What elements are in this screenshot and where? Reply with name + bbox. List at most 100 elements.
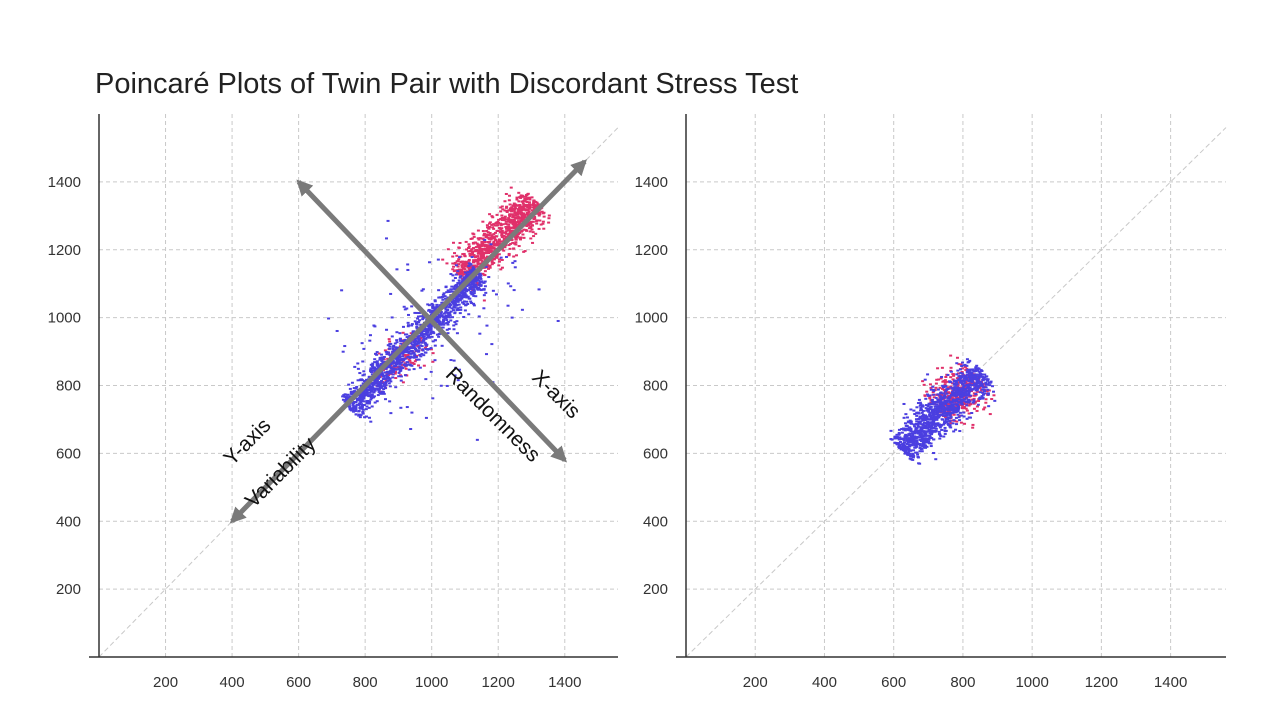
scatter-point [513, 260, 517, 263]
scatter-point [482, 248, 486, 251]
scatter-point [370, 394, 374, 397]
scatter-point [957, 392, 961, 395]
scatter-point [910, 432, 914, 435]
scatter-point [451, 309, 455, 312]
scatter-point [926, 423, 930, 426]
scatter-point [940, 375, 944, 378]
scatter-point [922, 443, 926, 446]
scatter-point [453, 304, 457, 307]
scatter-point [416, 317, 420, 320]
scatter-point [955, 356, 959, 359]
scatter-point [938, 386, 942, 389]
scatter-point [920, 450, 924, 453]
x-tick-label: 1000 [415, 674, 448, 691]
scatter-point [919, 409, 923, 412]
scatter-point [444, 317, 448, 320]
scatter-point [975, 409, 979, 412]
scatter-point [932, 417, 936, 420]
scatter-point [980, 369, 984, 372]
scatter-point [504, 255, 508, 258]
scatter-point [423, 333, 427, 336]
scatter-point [940, 413, 944, 416]
scatter-point [963, 377, 967, 380]
x-tick-label: 600 [286, 674, 311, 691]
scatter-point [963, 422, 967, 425]
scatter-point [973, 382, 977, 385]
scatter-point [417, 349, 421, 352]
scatter-point [921, 405, 925, 408]
scatter-point [455, 332, 459, 335]
scatter-point [456, 309, 460, 312]
scatter-point [965, 393, 969, 396]
scatter-point [490, 215, 494, 218]
scatter-point [449, 273, 453, 276]
scatter-point [900, 431, 904, 434]
scatter-point [981, 397, 985, 400]
scatter-point [918, 462, 922, 465]
scatter-point [947, 411, 951, 414]
scatter-point [956, 404, 960, 407]
scatter-point [506, 229, 510, 232]
scatter-point [472, 233, 476, 236]
scatter-point [378, 358, 382, 361]
scatter-point [523, 205, 527, 208]
scatter-point [909, 458, 913, 461]
scatter-point [533, 205, 537, 208]
scatter-point [916, 424, 920, 427]
scatter-point [915, 451, 919, 454]
scatter-point [435, 305, 439, 308]
scatter-point [415, 337, 419, 340]
scatter-point [391, 373, 395, 376]
scatter-point [920, 439, 924, 442]
scatter-point [924, 404, 928, 407]
scatter-point [928, 397, 932, 400]
scatter-point [946, 407, 950, 410]
scatter-point [968, 359, 972, 362]
scatter-point [437, 296, 441, 299]
scatter-point [964, 369, 968, 372]
scatter-point [978, 380, 982, 383]
scatter-point [915, 435, 919, 438]
scatter-point [454, 323, 458, 326]
scatter-point [959, 363, 963, 366]
scatter-point [964, 407, 968, 410]
scatter-point [946, 404, 950, 407]
left-poincare-plot: 200 400 600 800 1000 1200 1400 200 400 600 800 1000… [48, 114, 619, 691]
scatter-point [903, 429, 907, 432]
scatter-point [947, 423, 951, 426]
scatter-point [934, 458, 938, 461]
scatter-point [451, 279, 455, 282]
scatter-point [955, 389, 959, 392]
y-tick-label: 1200 [48, 242, 81, 259]
scatter-point [975, 405, 979, 408]
scatter-point [968, 387, 972, 390]
scatter-point [519, 196, 523, 199]
scatter-point [926, 422, 930, 425]
scatter-point [960, 372, 964, 375]
scatter-point [921, 415, 925, 418]
scatter-point [931, 422, 935, 425]
scatter-point [976, 373, 980, 376]
scatter-point [902, 437, 906, 440]
scatter-point [981, 391, 985, 394]
scatter-point [503, 231, 507, 234]
y-tick-label: 1400 [48, 174, 81, 191]
scatter-point [980, 382, 984, 385]
scatter-point [944, 403, 948, 406]
scatter-point [924, 433, 928, 436]
scatter-point [457, 298, 461, 301]
scatter-point [958, 376, 962, 379]
scatter-point [418, 366, 422, 369]
scatter-point [937, 430, 941, 433]
scatter-point [375, 360, 379, 363]
scatter-point [542, 215, 546, 218]
scatter-point [908, 449, 912, 452]
scatter-point [952, 393, 956, 396]
scatter-point [978, 391, 982, 394]
scatter-point [982, 408, 986, 411]
scatter-point [973, 401, 977, 404]
scatter-point [933, 430, 937, 433]
scatter-point [967, 393, 971, 396]
scatter-point [954, 416, 958, 419]
